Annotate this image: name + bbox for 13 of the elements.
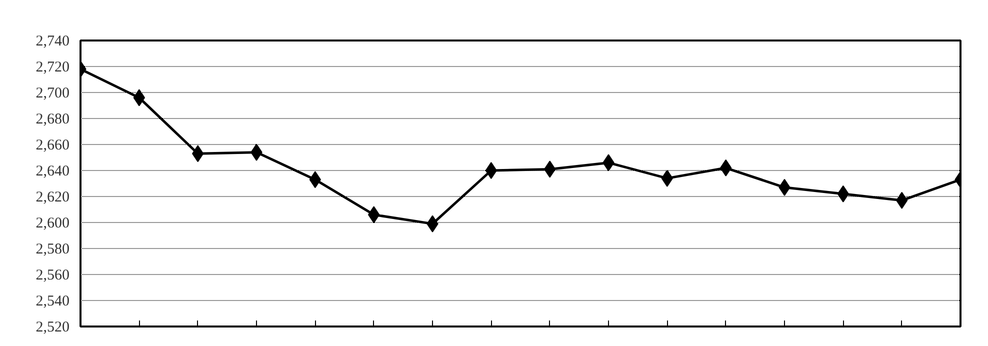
y-tick-label: 2,660 (36, 138, 70, 154)
y-tick-label: 2,560 (36, 268, 70, 284)
y-tick-label: 2,720 (36, 60, 70, 76)
y-tick-label: 2,700 (36, 86, 70, 102)
y-tick-label: 2,540 (36, 294, 70, 310)
y-tick-label: 2,740 (36, 34, 70, 50)
y-tick-label: 2,580 (36, 242, 70, 258)
y-tick-label: 2,600 (36, 216, 70, 232)
y-tick-label: 2,520 (36, 320, 70, 336)
y-tick-label: 2,680 (36, 112, 70, 128)
y-tick-label: 2,640 (36, 164, 70, 180)
y-tick-label: 2,620 (36, 190, 70, 206)
point (485, 162, 497, 179)
